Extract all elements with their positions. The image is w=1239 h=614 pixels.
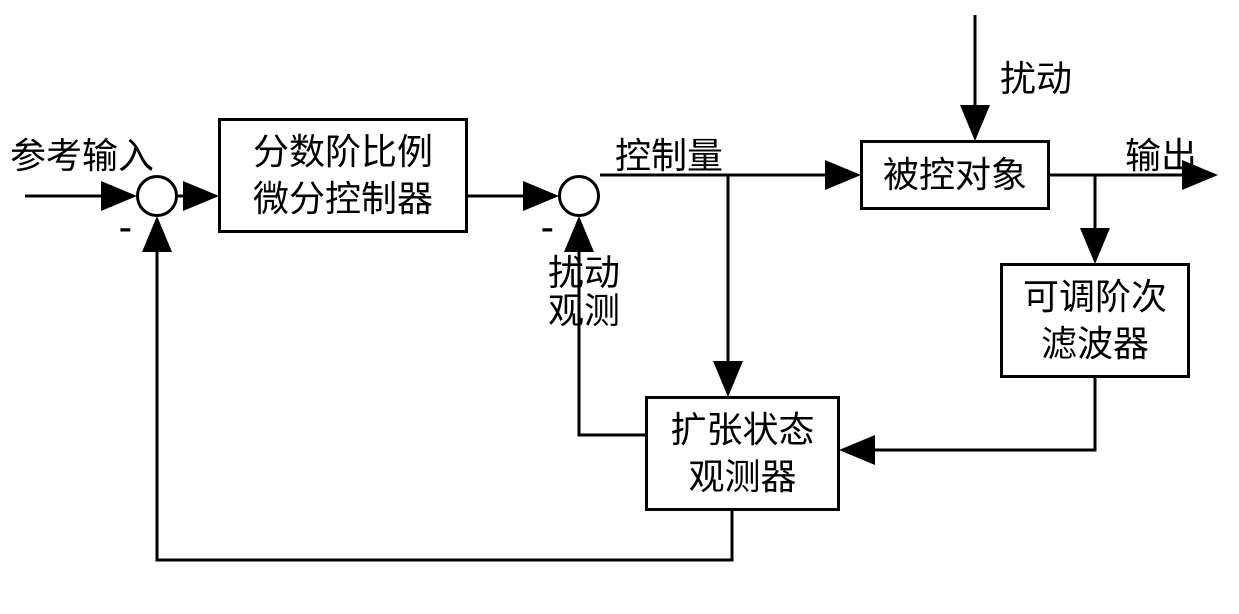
control-signal-label: 控制量 (615, 135, 723, 178)
controller-block: 分数阶比例 微分控制器 (218, 118, 468, 233)
filter-label-line2: 滤波器 (1041, 324, 1149, 364)
summing-junction-2 (558, 175, 600, 217)
filter-label-line1: 可调阶次 (1023, 277, 1167, 317)
control-block-diagram: 分数阶比例 微分控制器 被控对象 可调阶次 滤波器 扩张状态 观测器 参考输入 … (0, 0, 1239, 614)
output-label: 输出 (1125, 135, 1197, 178)
observer-block: 扩张状态 观测器 (645, 396, 840, 511)
minus-sign-1: - (119, 205, 132, 249)
reference-input-label: 参考输入 (10, 135, 154, 178)
disturbance-observation-label-line2: 观测 (548, 290, 620, 333)
disturbance-observation-label-line1: 扰动 (548, 252, 620, 295)
observer-label-line1: 扩张状态 (670, 410, 814, 450)
controller-label-line1: 分数阶比例 (253, 132, 433, 172)
plant-block: 被控对象 (860, 140, 1050, 210)
minus-sign-2: - (541, 205, 554, 249)
plant-label: 被控对象 (883, 152, 1027, 199)
observer-label-line2: 观测器 (688, 457, 796, 497)
summing-junction-1 (136, 175, 178, 217)
controller-label-line2: 微分控制器 (253, 179, 433, 219)
filter-block: 可调阶次 滤波器 (1000, 263, 1190, 378)
disturbance-label: 扰动 (1000, 58, 1072, 101)
